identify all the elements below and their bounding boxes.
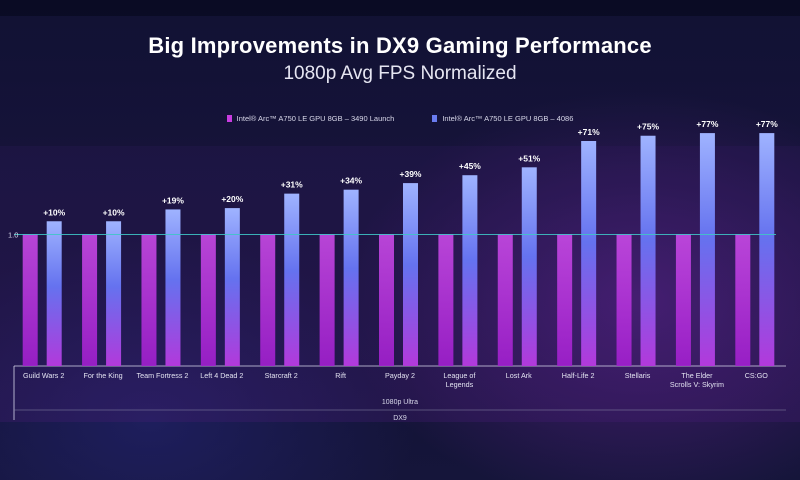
bar-launch xyxy=(200,234,216,366)
data-label: +77% xyxy=(756,119,778,129)
category-label: Lost Ark xyxy=(506,371,532,380)
plot-area xyxy=(0,146,800,422)
data-label: +31% xyxy=(281,180,303,190)
x-axis-label-api: DX9 xyxy=(393,415,407,422)
bar-4086 xyxy=(403,183,418,366)
chart-panel xyxy=(0,16,800,422)
bar-4086 xyxy=(165,209,181,366)
chart-title: Big Improvements in DX9 Gaming Performan… xyxy=(148,33,652,58)
bar-4086 xyxy=(343,189,359,366)
data-label: +20% xyxy=(221,194,243,204)
chart-subtitle: 1080p Avg FPS Normalized xyxy=(283,63,517,84)
data-label: +45% xyxy=(459,161,481,171)
bar-4086 xyxy=(46,221,62,366)
data-label: +75% xyxy=(637,122,659,132)
legend-swatch-4086 xyxy=(432,115,438,122)
bar-4086 xyxy=(284,193,300,366)
category-label: Guild Wars 2 xyxy=(23,371,64,380)
bar-4086 xyxy=(581,141,597,366)
category-label: Stellaris xyxy=(625,371,651,380)
category-label: Starcraft 2 xyxy=(265,371,298,380)
category-label: Half-Life 2 xyxy=(562,371,595,380)
data-label: +10% xyxy=(43,207,65,217)
bar-launch xyxy=(438,234,454,366)
bar-4086 xyxy=(640,135,656,366)
bar-4086 xyxy=(106,221,122,366)
bar-launch xyxy=(22,234,38,366)
bar-launch xyxy=(379,234,394,366)
category-label: The Elder Scrolls V: Skyrim xyxy=(670,371,724,389)
bar-launch xyxy=(735,234,751,366)
data-label: +10% xyxy=(103,207,125,217)
bar-launch xyxy=(82,234,98,366)
category-label: Payday 2 xyxy=(385,371,415,380)
category-label: Left 4 Dead 2 xyxy=(200,371,243,380)
bar-launch xyxy=(141,234,157,366)
data-label: +34% xyxy=(340,176,362,186)
bar-4086 xyxy=(699,133,715,366)
legend: Intel® Arc™ A750 LE GPU 8GB – 3490 Launc… xyxy=(0,114,800,123)
bar-4086 xyxy=(521,167,537,366)
data-label: +77% xyxy=(696,119,718,129)
category-label: Rift xyxy=(335,371,346,380)
category-label: League of Legends xyxy=(443,371,475,389)
bar-launch xyxy=(260,234,276,366)
x-axis-label-resolution: 1080p Ultra xyxy=(382,399,418,406)
category-label: Team Fortress 2 xyxy=(136,371,188,380)
category-label: For the King xyxy=(83,371,122,380)
legend-label-4086: Intel® Arc™ A750 LE GPU 8GB – 4086 xyxy=(442,114,574,123)
data-label: +19% xyxy=(162,195,184,205)
data-label: +71% xyxy=(578,127,600,137)
bar-launch xyxy=(616,234,632,366)
bar-launch xyxy=(675,234,691,366)
legend-item-4086: Intel® Arc™ A750 LE GPU 8GB – 4086 xyxy=(432,114,573,123)
bar-4086 xyxy=(759,133,775,366)
bar-4086 xyxy=(462,175,478,366)
data-label: +51% xyxy=(518,153,540,163)
bar-launch xyxy=(319,234,335,366)
baseline-tick-label: 1.0 xyxy=(8,230,18,239)
legend-item-launch: Intel® Arc™ A750 LE GPU 8GB – 3490 Launc… xyxy=(226,114,395,123)
category-label: CS:GO xyxy=(745,371,769,380)
bar-launch xyxy=(557,234,573,366)
legend-label-launch: Intel® Arc™ A750 LE GPU 8GB – 3490 Launc… xyxy=(236,114,395,123)
data-label: +39% xyxy=(400,169,422,179)
legend-swatch-launch xyxy=(226,115,232,122)
bar-4086 xyxy=(224,208,240,366)
bar-launch xyxy=(497,234,513,366)
